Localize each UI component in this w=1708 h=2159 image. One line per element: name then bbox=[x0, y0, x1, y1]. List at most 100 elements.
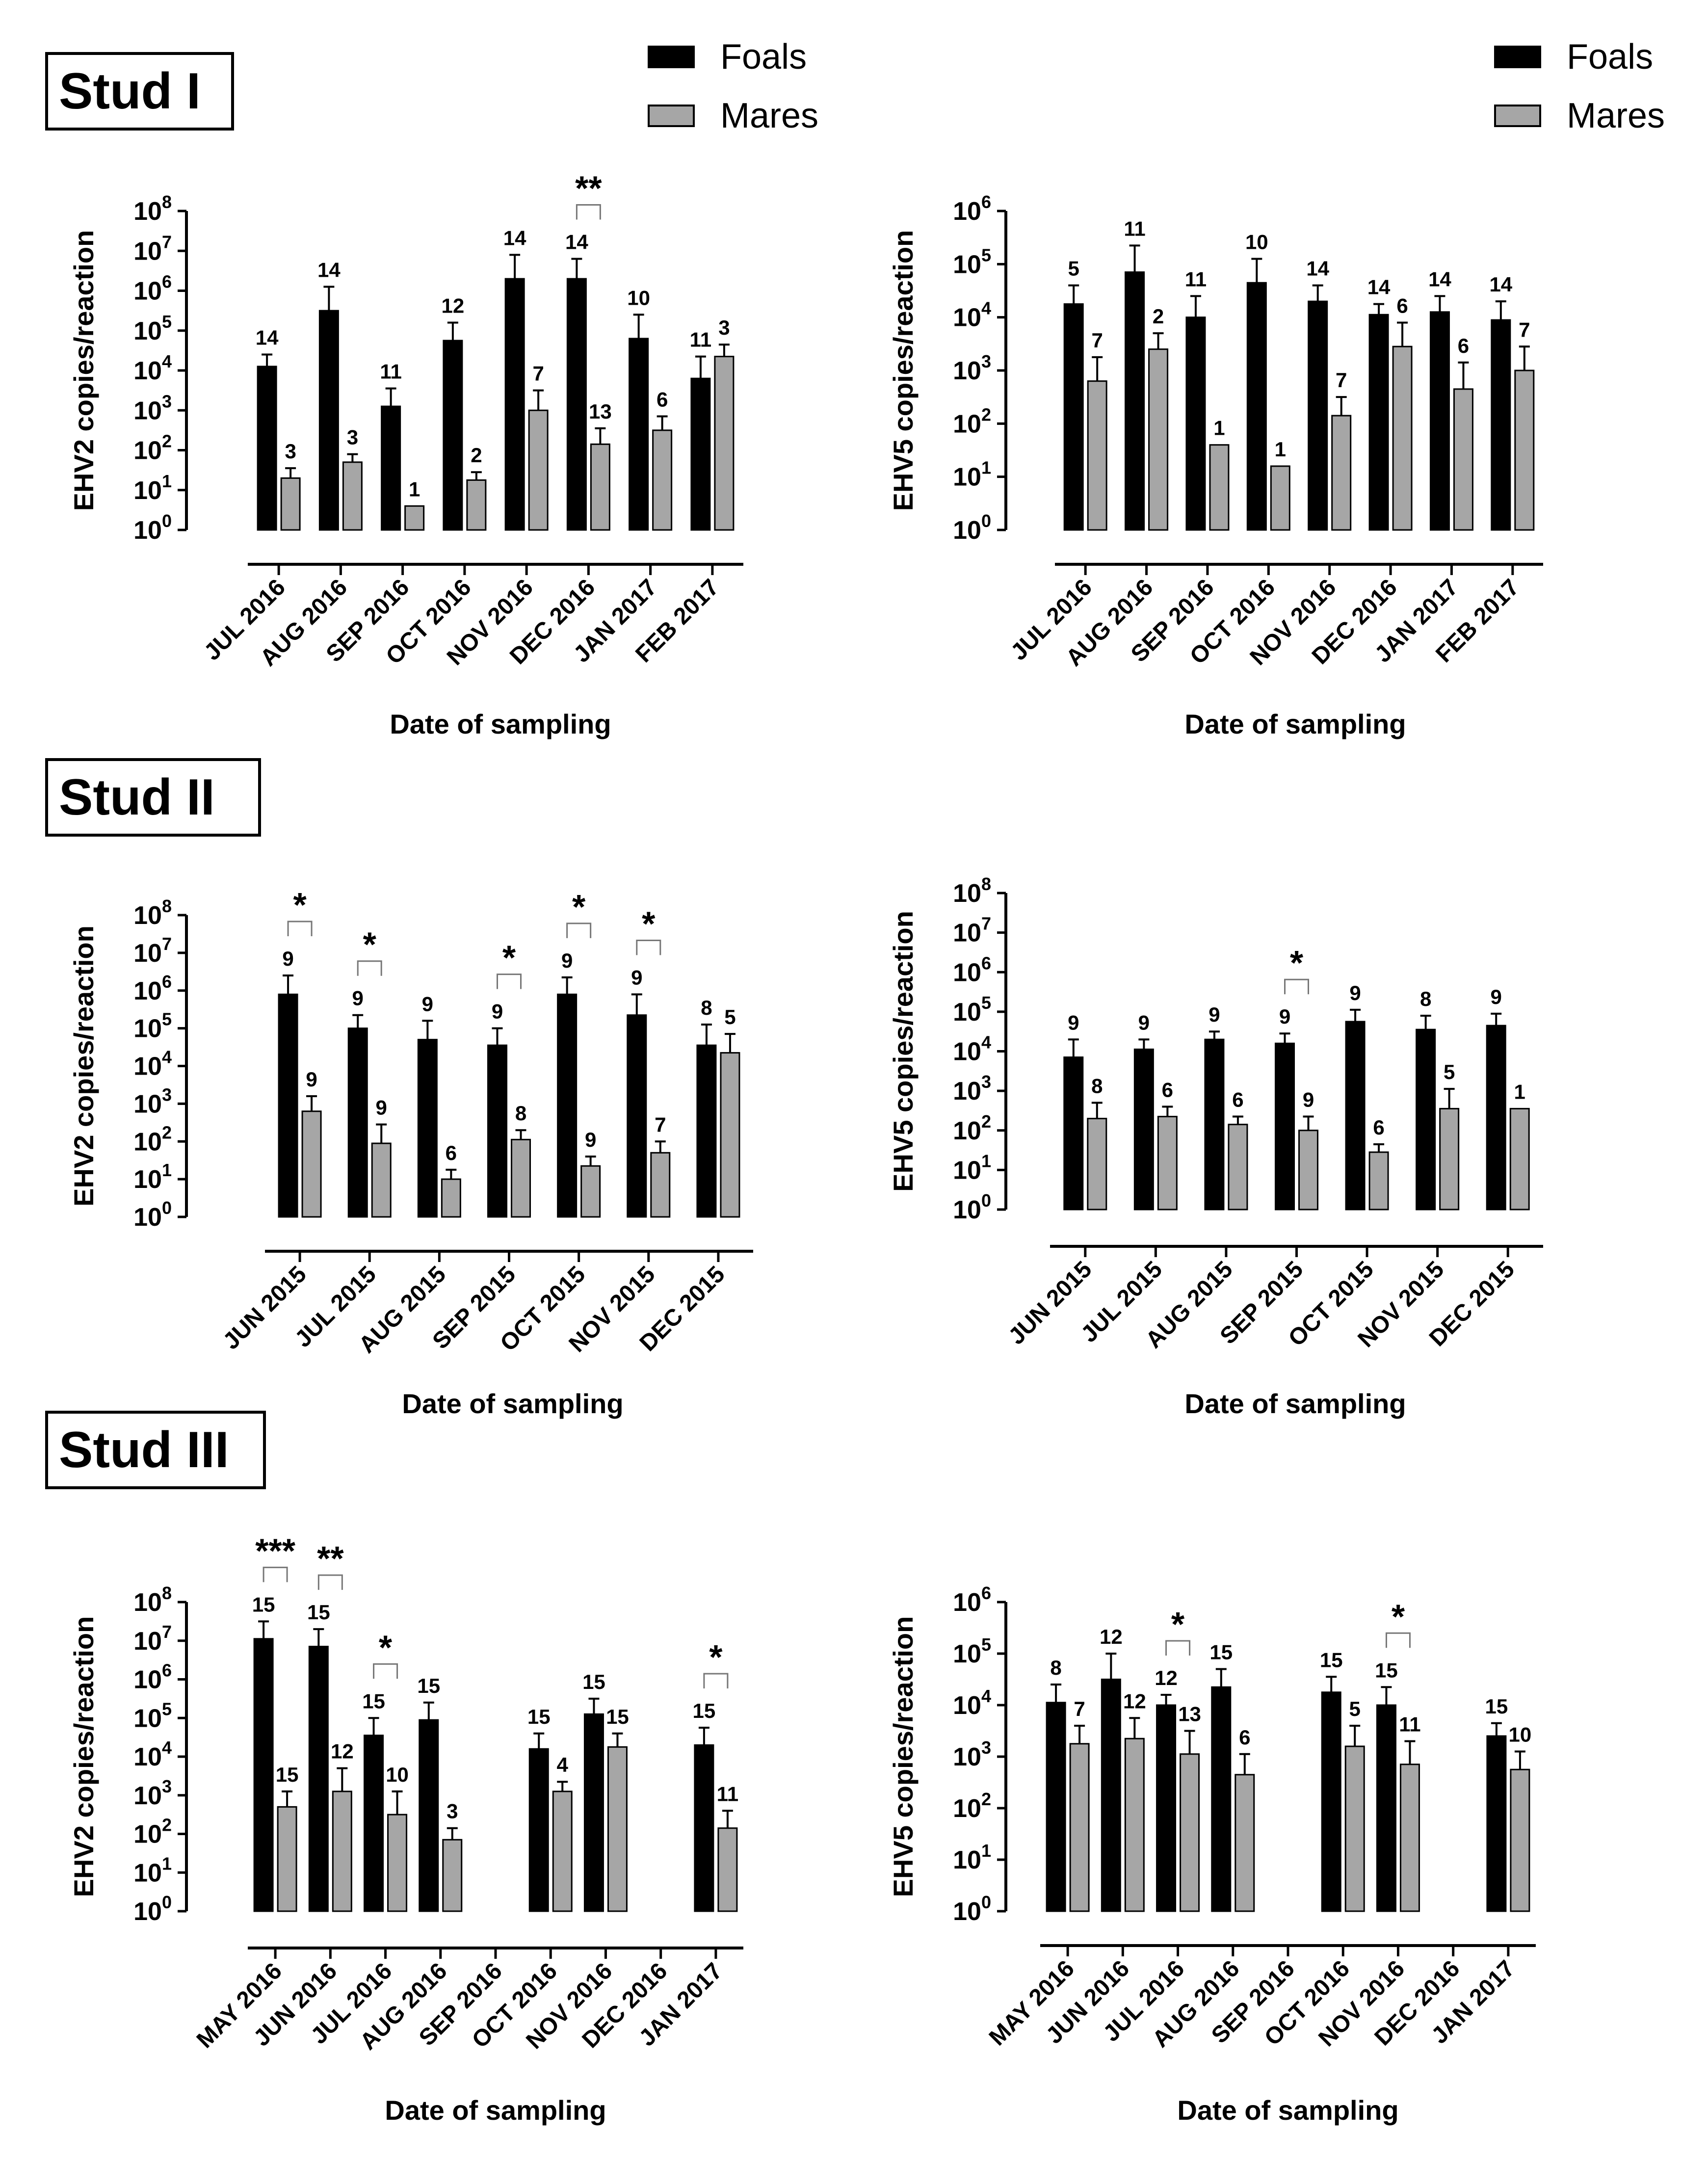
mares-n-label: 9 bbox=[1303, 1088, 1314, 1111]
mares-bar bbox=[1453, 388, 1473, 531]
y-tick-label: 102 bbox=[133, 1815, 172, 1849]
mares-bar bbox=[1087, 380, 1107, 531]
foals-bar bbox=[1156, 1704, 1177, 1912]
mares-n-label: 9 bbox=[376, 1096, 387, 1119]
foals-bar bbox=[347, 1027, 368, 1218]
mares-n-label: 7 bbox=[655, 1113, 666, 1136]
mares-n-label: 6 bbox=[1239, 1726, 1250, 1749]
foals-n-label: 9 bbox=[1349, 981, 1361, 1004]
mares-n-label: 7 bbox=[532, 362, 544, 385]
y-tick-label: 105 bbox=[133, 1699, 172, 1733]
foals-n-label: 11 bbox=[690, 328, 711, 351]
foals-bar bbox=[1133, 1048, 1154, 1211]
foals-n-label: 14 bbox=[256, 326, 279, 349]
legend-mares-right: Mares bbox=[1494, 96, 1665, 136]
foals-bar bbox=[696, 1044, 717, 1218]
mares-bar bbox=[720, 1052, 740, 1218]
y-axis-title: EHV5 copies/reaction bbox=[888, 230, 919, 511]
mares-n-label: 3 bbox=[285, 440, 296, 463]
mares-n-label: 7 bbox=[1519, 318, 1530, 341]
foals-n-label: 5 bbox=[1068, 257, 1079, 280]
significance-bracket bbox=[703, 1673, 729, 1688]
mares-n-label: 6 bbox=[1373, 1116, 1384, 1139]
y-tick-exponent: 0 bbox=[981, 1190, 991, 1211]
foals-bar bbox=[1321, 1691, 1341, 1912]
mares-n-label: 6 bbox=[1396, 294, 1408, 317]
mares-bar bbox=[1270, 465, 1290, 531]
x-axis-title: Date of sampling bbox=[390, 709, 611, 739]
foals-n-label: 9 bbox=[1068, 1011, 1079, 1034]
foals-bar bbox=[1416, 1028, 1436, 1211]
legend-mares-left: Mares bbox=[648, 96, 818, 136]
mares-n-label: 1 bbox=[1275, 438, 1286, 461]
mares-bar bbox=[652, 429, 673, 531]
foals-n-label: 15 bbox=[527, 1705, 551, 1728]
y-tick-label: 104 bbox=[953, 1686, 991, 1720]
y-tick-label: 106 bbox=[133, 272, 172, 306]
foals-bar bbox=[1275, 1042, 1295, 1211]
y-tick-exponent: 0 bbox=[162, 511, 172, 531]
y-tick-label: 102 bbox=[953, 404, 991, 438]
y-tick-exponent: 6 bbox=[162, 272, 172, 292]
significance-bracket bbox=[317, 1574, 343, 1590]
foals-n-label: 9 bbox=[631, 966, 642, 989]
y-tick-label: 104 bbox=[953, 1032, 991, 1066]
legend-right: Foals Mares bbox=[1494, 37, 1700, 140]
foals-bar bbox=[1204, 1038, 1225, 1211]
y-tick-label: 100 bbox=[953, 1190, 991, 1224]
mares-bar bbox=[552, 1790, 573, 1912]
y-tick-label: 105 bbox=[953, 245, 991, 279]
y-tick-label: 105 bbox=[133, 1009, 172, 1043]
mares-bar bbox=[1399, 1764, 1420, 1912]
y-tick-exponent: 3 bbox=[981, 351, 991, 371]
foals-n-label: 15 bbox=[1485, 1695, 1508, 1718]
y-tick-label: 100 bbox=[133, 1198, 172, 1232]
y-tick-label: 102 bbox=[133, 1122, 172, 1156]
mares-bar bbox=[371, 1142, 392, 1218]
significance-stars: *** bbox=[255, 1531, 295, 1570]
foals-n-label: 15 bbox=[693, 1699, 716, 1722]
y-tick-label: 108 bbox=[953, 874, 991, 908]
foals-bar bbox=[1063, 1056, 1084, 1211]
foals-n-label: 9 bbox=[352, 987, 364, 1010]
foals-bar bbox=[1486, 1735, 1507, 1912]
mares-bar bbox=[580, 1165, 601, 1218]
significance-stars: * bbox=[1392, 1597, 1405, 1635]
y-tick-label: 105 bbox=[133, 312, 172, 345]
y-tick-label: 100 bbox=[133, 1892, 172, 1926]
mares-n-label: 4 bbox=[557, 1753, 569, 1776]
y-tick-exponent: 5 bbox=[981, 993, 991, 1013]
significance-bracket bbox=[373, 1663, 398, 1679]
mares-bar bbox=[277, 1806, 297, 1912]
foals-n-label: 9 bbox=[492, 1000, 503, 1023]
y-tick-exponent: 8 bbox=[162, 192, 172, 212]
foals-bar bbox=[1345, 1021, 1366, 1211]
mares-bar bbox=[511, 1138, 531, 1218]
y-tick-exponent: 3 bbox=[162, 1776, 172, 1796]
y-tick-label: 102 bbox=[133, 431, 172, 465]
mares-n-label: 1 bbox=[1514, 1080, 1525, 1103]
y-tick-exponent: 3 bbox=[162, 391, 172, 411]
foals-bar bbox=[1125, 271, 1145, 531]
foals-bar bbox=[557, 993, 578, 1218]
y-tick-exponent: 7 bbox=[981, 914, 991, 934]
foals-n-label: 9 bbox=[1491, 985, 1502, 1008]
significance-stars: * bbox=[1171, 1605, 1185, 1643]
foals-bar bbox=[627, 1014, 647, 1218]
mares-bar bbox=[650, 1152, 671, 1218]
mares-n-label: 3 bbox=[347, 426, 358, 449]
foals-bar bbox=[318, 310, 339, 531]
mares-n-label: 9 bbox=[306, 1068, 317, 1091]
foals-bar bbox=[629, 338, 649, 531]
mares-n-label: 7 bbox=[1336, 369, 1347, 392]
foals-n-label: 14 bbox=[565, 231, 588, 254]
y-tick-label: 103 bbox=[953, 1072, 991, 1106]
foals-bar bbox=[1486, 1025, 1506, 1211]
foals-n-label: 15 bbox=[362, 1689, 385, 1712]
y-tick-label: 103 bbox=[953, 1738, 991, 1771]
mares-n-label: 10 bbox=[1509, 1723, 1532, 1746]
legend-foals-left: Foals bbox=[648, 37, 807, 77]
legend-label-mares: Mares bbox=[720, 96, 819, 135]
mares-n-label: 9 bbox=[585, 1128, 596, 1151]
mares-bar bbox=[342, 461, 363, 531]
